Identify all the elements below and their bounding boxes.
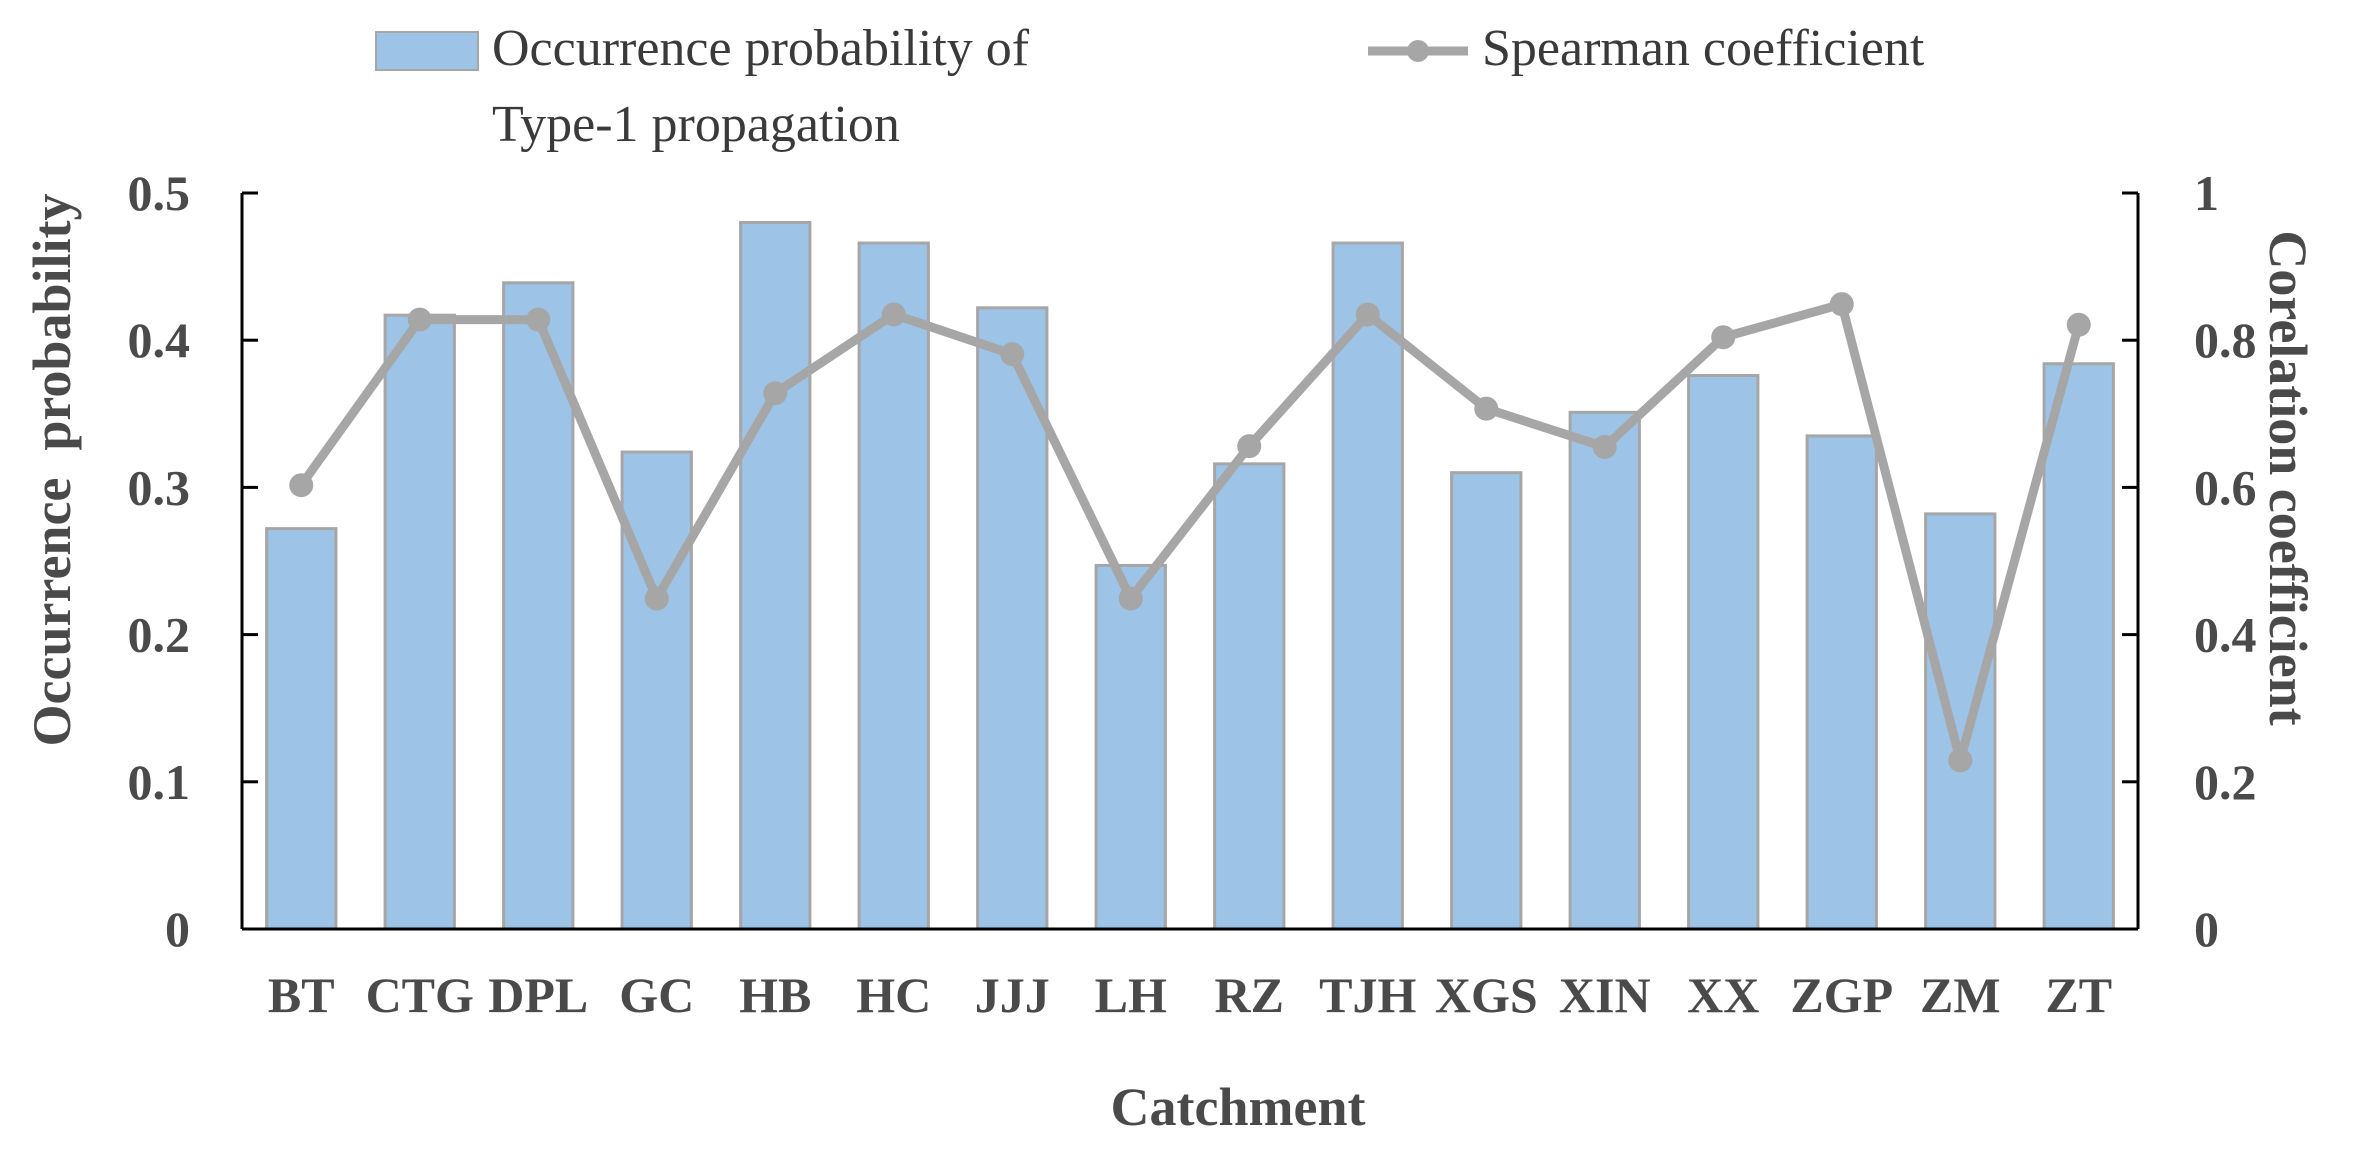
legend-bar-label-line2: Type-1 propagation <box>492 96 900 153</box>
bar-ctg <box>383 313 456 931</box>
legend: Occurrence probability of Type-1 propaga… <box>375 20 1925 153</box>
x-tick-label-gc: GC <box>619 967 694 1023</box>
x-tick-label-zt: ZT <box>2045 967 2112 1023</box>
right-tick-label: 0 <box>2194 901 2219 957</box>
bar-xgs <box>1450 471 1523 931</box>
spearman-point-hb <box>763 381 788 406</box>
bar-xin <box>1568 410 1641 931</box>
bar-hb <box>739 220 812 931</box>
x-tick-label-ctg: CTG <box>366 967 474 1023</box>
line-series-group <box>289 292 2091 773</box>
right-tick-label: 0.8 <box>2194 312 2257 368</box>
bar-tjh <box>1331 241 1404 931</box>
x-tick-label-xin: XIN <box>1559 967 1651 1023</box>
bar-zt <box>2042 362 2115 931</box>
right-tick-group: 0 0.2 0.4 0.6 0.8 1 <box>2122 165 2257 957</box>
bars-group <box>265 220 2115 931</box>
x-tick-label-xx: XX <box>1687 967 1759 1023</box>
bar-zm <box>1924 512 1997 931</box>
right-tick-label: 0.6 <box>2194 459 2257 515</box>
spearman-point-jjj <box>1000 342 1025 367</box>
bar-gc <box>620 450 693 931</box>
spearman-point-zm <box>1948 748 1973 773</box>
spearman-point-hc <box>881 302 906 327</box>
spearman-line <box>297 299 2084 765</box>
left-tick-label: 0.5 <box>128 165 191 221</box>
x-tick-label-hb: HB <box>739 967 811 1023</box>
spearman-point-lh <box>1118 586 1143 611</box>
legend-bar-swatch <box>375 31 479 71</box>
x-tick-label-zm: ZM <box>1920 967 2001 1023</box>
right-tick-label: 0.2 <box>2194 754 2257 810</box>
bar-rz <box>1213 462 1286 931</box>
left-tick-label: 0.1 <box>128 754 191 810</box>
left-tick-label: 0.2 <box>128 607 191 663</box>
legend-line-label: Spearman coefficient <box>1482 20 1925 77</box>
x-tick-label-xgs: XGS <box>1435 967 1538 1023</box>
x-axis-title: Catchment <box>1111 1077 1366 1137</box>
axes <box>240 193 2140 931</box>
x-tick-label-jjj: JJJ <box>975 967 1050 1023</box>
spearman-point-xin <box>1592 434 1617 459</box>
left-tick-label: 0 <box>165 901 190 957</box>
spearman-point-ctg <box>407 307 432 332</box>
bar-bt <box>265 527 338 931</box>
spearman-point-dpl <box>526 307 551 332</box>
spearman-point-zgp <box>1829 292 1854 317</box>
x-tick-label-bt: BT <box>268 967 335 1023</box>
spearman-point-rz <box>1237 434 1262 459</box>
legend-bar-label-line1: Occurrence probability of <box>492 20 1030 77</box>
left-tick-label: 0.4 <box>128 312 191 368</box>
spearman-point-zt <box>2066 312 2091 337</box>
bar-xx <box>1687 374 1760 931</box>
spearman-point-xx <box>1711 325 1736 350</box>
spearman-point-bt <box>289 473 314 498</box>
x-tick-label-tjh: TJH <box>1319 967 1416 1023</box>
x-tick-label-rz: RZ <box>1215 967 1284 1023</box>
y2-axis-title: Corelation coefficient <box>2258 230 2318 725</box>
legend-line-marker <box>1407 40 1429 62</box>
spearman-point-gc <box>644 586 669 611</box>
left-tick-label: 0.3 <box>128 459 191 515</box>
bar-hc <box>857 241 930 931</box>
x-tick-label-dpl: DPL <box>488 967 588 1023</box>
right-tick-label: 1 <box>2194 165 2219 221</box>
bar-zgp <box>1805 434 1878 931</box>
bar-lh <box>1094 563 1167 931</box>
x-tick-label-zgp: ZGP <box>1790 967 1893 1023</box>
spearman-point-xgs <box>1474 396 1499 421</box>
right-tick-label: 0.4 <box>2194 607 2257 663</box>
y-axis-title: Occurrence probability <box>22 194 82 747</box>
left-tick-group: 0 0.1 0.2 0.3 0.4 0.5 <box>128 165 258 957</box>
spearman-point-tjh <box>1355 302 1380 327</box>
x-tick-label-hc: HC <box>856 967 931 1023</box>
x-tick-group: BT CTG DPL GC HB HC JJJ LH RZ TJH XGS XIN XX ZGP ZM ZT <box>268 967 2112 1023</box>
x-tick-label-lh: LH <box>1095 967 1167 1023</box>
